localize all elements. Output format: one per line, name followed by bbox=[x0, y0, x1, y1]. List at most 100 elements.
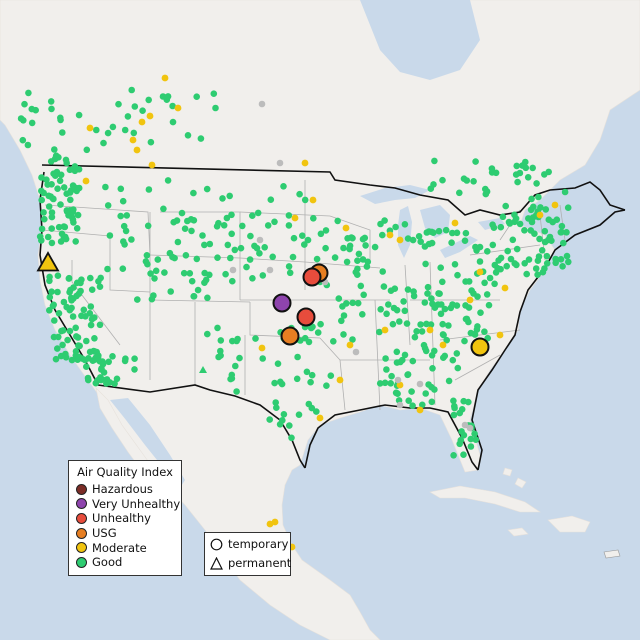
good-site-marker bbox=[488, 165, 496, 172]
good-site-marker bbox=[454, 364, 462, 372]
legend-label: Good bbox=[92, 555, 123, 570]
good-site-marker bbox=[271, 218, 278, 226]
good-site-marker bbox=[212, 104, 219, 112]
good-site-marker bbox=[449, 229, 456, 237]
good-site-marker bbox=[400, 298, 407, 305]
good-site-marker bbox=[48, 288, 55, 296]
good-site-marker bbox=[87, 321, 95, 329]
good-site-marker bbox=[32, 106, 39, 114]
moderate-site-marker bbox=[451, 219, 459, 227]
good-site-marker bbox=[266, 416, 274, 423]
good-site-marker bbox=[507, 255, 515, 263]
good-site-marker bbox=[425, 381, 432, 388]
good-site-marker bbox=[430, 181, 437, 188]
good-site-marker bbox=[121, 126, 129, 134]
good-site-marker bbox=[431, 157, 438, 165]
good-site-marker bbox=[215, 353, 222, 361]
good-site-marker bbox=[36, 233, 44, 240]
good-site-marker bbox=[545, 216, 553, 223]
good-site-marker bbox=[233, 388, 240, 395]
good-site-marker bbox=[226, 192, 233, 200]
good-site-marker bbox=[277, 378, 284, 386]
good-site-marker bbox=[161, 269, 168, 276]
legend-label: Unhealthy bbox=[92, 511, 151, 526]
good-site-marker bbox=[360, 291, 368, 299]
good-site-marker bbox=[139, 107, 146, 114]
good-site-marker bbox=[419, 401, 426, 409]
legend-item-moderate: Moderate bbox=[69, 540, 181, 555]
good-site-marker bbox=[91, 335, 98, 342]
good-site-marker bbox=[274, 360, 282, 368]
good-site-marker bbox=[174, 238, 182, 246]
good-site-marker bbox=[66, 189, 74, 196]
good-site-marker bbox=[354, 299, 362, 307]
good-site-marker bbox=[25, 89, 32, 97]
good-site-marker bbox=[361, 234, 369, 242]
good-site-marker bbox=[465, 398, 472, 406]
good-site-marker bbox=[57, 238, 65, 245]
good-site-marker bbox=[440, 354, 447, 362]
good-site-marker bbox=[461, 337, 468, 345]
good-site-marker bbox=[48, 225, 55, 232]
good-site-marker bbox=[55, 223, 63, 231]
unhealthy-site-marker bbox=[296, 307, 316, 327]
good-site-marker bbox=[382, 355, 389, 362]
moderate-site-marker bbox=[148, 161, 156, 169]
good-site-marker bbox=[164, 177, 172, 184]
good-site-marker bbox=[470, 178, 477, 185]
good-site-marker bbox=[323, 382, 330, 390]
good-site-marker bbox=[204, 330, 211, 338]
good-site-marker bbox=[38, 196, 45, 204]
good-site-marker bbox=[88, 286, 96, 294]
good-site-marker bbox=[72, 324, 79, 332]
good-site-marker bbox=[393, 348, 401, 356]
good-site-marker bbox=[96, 283, 104, 291]
good-site-marker bbox=[379, 268, 387, 275]
moderate-site-marker bbox=[470, 337, 490, 357]
good-site-marker bbox=[389, 320, 397, 328]
good-site-marker bbox=[160, 205, 167, 213]
good-site-marker bbox=[383, 366, 390, 373]
good-site-marker bbox=[259, 355, 267, 362]
good-site-marker bbox=[48, 181, 55, 188]
good-site-marker bbox=[537, 204, 544, 211]
good-site-marker bbox=[217, 347, 224, 355]
land-puerto-rico bbox=[603, 549, 621, 559]
good-site-marker bbox=[45, 203, 53, 210]
good-site-marker bbox=[463, 177, 471, 184]
good-site-marker bbox=[564, 204, 572, 211]
good-site-marker bbox=[553, 216, 561, 223]
legend-label: temporary bbox=[228, 537, 289, 551]
good-site-marker bbox=[424, 283, 432, 291]
good-site-marker bbox=[55, 310, 63, 317]
moderate-site-marker bbox=[466, 296, 474, 304]
good-site-marker bbox=[247, 232, 254, 240]
land-bahamas bbox=[502, 467, 527, 489]
good-site-marker bbox=[421, 299, 429, 306]
good-site-marker bbox=[391, 285, 399, 293]
moderate-site-marker bbox=[133, 146, 141, 154]
good-site-marker bbox=[506, 220, 514, 227]
good-site-marker bbox=[104, 265, 111, 273]
moderate-site-marker bbox=[386, 231, 394, 239]
good-site-marker bbox=[340, 244, 347, 252]
good-site-marker bbox=[24, 141, 32, 149]
moderate-site-marker bbox=[551, 201, 559, 209]
good-site-marker bbox=[273, 404, 280, 412]
good-site-marker bbox=[50, 170, 57, 177]
good-site-marker bbox=[448, 239, 455, 246]
good-site-marker bbox=[299, 232, 306, 239]
good-site-marker bbox=[335, 295, 343, 302]
good-site-marker bbox=[201, 241, 208, 249]
good-site-marker bbox=[214, 254, 221, 261]
good-site-marker bbox=[239, 222, 246, 230]
good-site-marker bbox=[362, 242, 369, 249]
good-site-marker bbox=[467, 329, 475, 337]
good-site-marker bbox=[393, 389, 401, 397]
good-site-marker bbox=[43, 176, 50, 183]
good-site-marker bbox=[456, 409, 464, 417]
good-site-marker bbox=[188, 227, 195, 235]
good-site-marker bbox=[559, 263, 566, 270]
good-site-marker bbox=[48, 239, 56, 247]
lake-michigan bbox=[398, 206, 412, 258]
